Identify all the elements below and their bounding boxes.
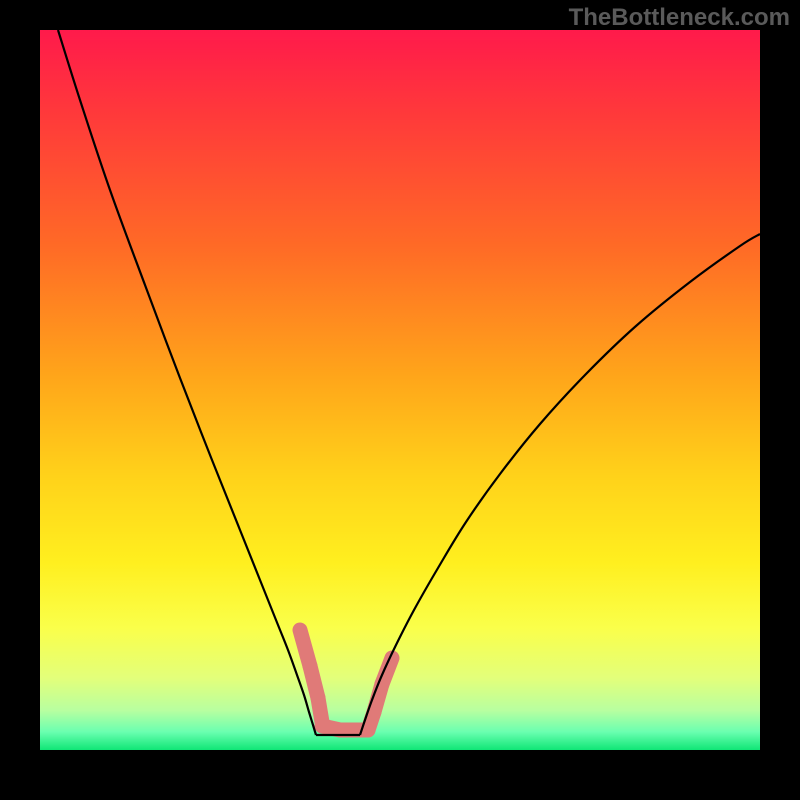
plot-background	[40, 30, 760, 750]
chart-canvas: TheBottleneck.com	[0, 0, 800, 800]
bottleneck-chart-svg	[0, 0, 800, 800]
watermark-text: TheBottleneck.com	[569, 4, 790, 32]
valley-marker-segment	[318, 698, 322, 722]
